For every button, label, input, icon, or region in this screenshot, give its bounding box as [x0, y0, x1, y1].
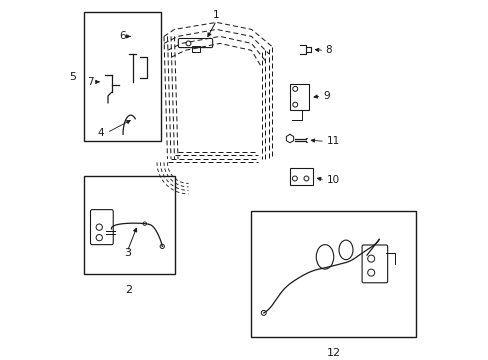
- Bar: [289, 168, 312, 185]
- Text: 4: 4: [98, 128, 104, 138]
- Bar: [192, 46, 199, 52]
- Bar: [289, 84, 308, 110]
- Text: 3: 3: [123, 248, 130, 258]
- Text: 1: 1: [213, 10, 220, 21]
- Text: 11: 11: [326, 136, 339, 147]
- Text: 7: 7: [87, 77, 94, 87]
- Text: 5: 5: [69, 72, 76, 82]
- Text: 2: 2: [125, 285, 132, 295]
- Text: 10: 10: [326, 175, 339, 185]
- Bar: [251, 211, 415, 337]
- Text: 6: 6: [119, 31, 125, 41]
- Text: 8: 8: [325, 45, 331, 55]
- Text: 12: 12: [326, 348, 340, 358]
- Text: 9: 9: [323, 91, 329, 101]
- Bar: [83, 176, 174, 274]
- Bar: [83, 12, 160, 141]
